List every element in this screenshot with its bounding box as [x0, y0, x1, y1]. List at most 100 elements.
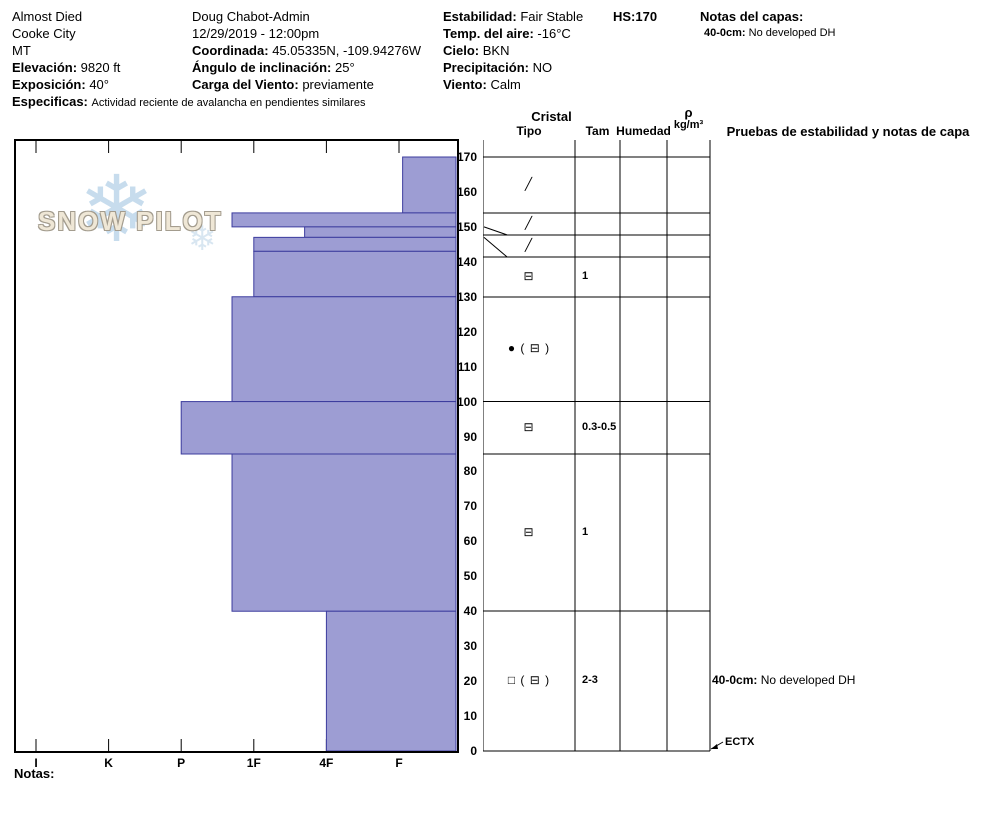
- precip-label: Precipitación:: [443, 60, 529, 75]
- header-conditions-column: Estabilidad: Fair Stable Temp. del aire:…: [443, 8, 583, 93]
- hardness-tick-label: 4F: [319, 756, 334, 770]
- snow-layer-bar: [231, 212, 457, 228]
- observer-name: Doug Chabot-Admin: [192, 9, 310, 24]
- crystal-type-symbol: ● ( ⊟ ): [507, 341, 551, 356]
- crystal-type-symbol: ╱: [524, 215, 534, 230]
- depth-tick-label: 170: [456, 150, 477, 164]
- table-header-rho: ρ: [684, 105, 693, 120]
- air-temp-value: -16°C: [537, 26, 571, 41]
- depth-tick-label: 30: [463, 639, 477, 654]
- sky-label: Cielo:: [443, 43, 480, 58]
- depth-tick-label: 140: [456, 254, 477, 269]
- layer-note-line: 40-0cm: No developed DH: [700, 25, 835, 42]
- depth-tick-label: 130: [456, 289, 477, 304]
- depth-tick-label: 80: [463, 464, 477, 479]
- precip-value: NO: [532, 60, 553, 75]
- aspect-line: Exposición: 40°: [12, 76, 365, 93]
- snow-layer-bar: [180, 401, 457, 455]
- hs-line: HS:170: [613, 8, 657, 25]
- observation-datetime: 12/29/2019 - 12:00pm: [192, 26, 320, 41]
- depth-tick-label: 20: [463, 674, 477, 689]
- layer-connector-line: [483, 226, 508, 236]
- crystal-type-symbol: ⊟: [523, 524, 535, 539]
- stability-label: Estabilidad:: [443, 9, 517, 24]
- crystal-type-symbol: ⊟: [523, 419, 535, 434]
- sky-value: BKN: [482, 43, 510, 58]
- depth-tick-label: 50: [463, 569, 477, 584]
- hardness-tick-label: P: [177, 756, 186, 770]
- wind-line: Viento: Calm: [443, 76, 583, 93]
- crystal-type-symbol: □ ( ⊟ ): [507, 673, 551, 688]
- slope-angle-value: 25°: [335, 60, 355, 75]
- header-observer-column: Doug Chabot-Admin 12/29/2019 - 12:00pm C…: [192, 8, 421, 93]
- layer-connector-line: [483, 236, 508, 258]
- pit-location: Cooke City: [12, 26, 76, 41]
- hs-label: HS:: [613, 9, 636, 24]
- wind-loading-label: Carga del Viento:: [192, 77, 299, 92]
- elevation-label: Elevación:: [12, 60, 78, 75]
- specifics-value: Actividad reciente de avalancha en pendi…: [91, 97, 366, 109]
- pit-name: Almost Died: [12, 9, 83, 24]
- depth-tick-label: 70: [463, 499, 477, 514]
- header-site-column: Almost Died Cooke City MT Elevación: 982…: [12, 8, 365, 112]
- crystal-type-symbol: ╱: [524, 237, 534, 252]
- depth-tick-label: 40: [463, 604, 477, 619]
- hardness-profile-chart: [14, 139, 459, 753]
- wind-loading-value: previamente: [302, 77, 374, 92]
- coordinates-label: Coordinada:: [192, 43, 269, 58]
- sky-line: Cielo: BKN: [443, 42, 583, 59]
- footer-notes-label: Notas:: [14, 766, 55, 781]
- coordinates-value: 45.05335N, -109.94276W: [272, 43, 422, 58]
- layer-note-depth: 40-0cm:: [704, 27, 746, 39]
- depth-tick-label: 160: [456, 184, 477, 199]
- stability-value: Fair Stable: [520, 9, 584, 24]
- grain-table-grid-svg: [483, 140, 724, 752]
- depth-tick-label: 10: [463, 709, 477, 724]
- air-temp-line: Temp. del aire: -16°C: [443, 25, 583, 42]
- crystal-size-value: 2-3: [582, 674, 598, 687]
- snow-layer-bar: [304, 226, 457, 238]
- grain-table-body: ╱ ╱ ╱ ⊟ 1 ● ( ⊟ ) ⊟ 0.3-0.5 ⊟ 1 □ ( ⊟ ) 2-3 40-0cm: …: [483, 140, 988, 752]
- slope-angle-line: Ángulo de inclinación: 25°: [192, 59, 421, 76]
- slope-angle-label: Ángulo de inclinación:: [192, 60, 332, 75]
- table-header-rho-unit: kg/m³: [673, 119, 704, 131]
- snow-layer-bar: [253, 250, 457, 298]
- snow-layer-bar: [231, 296, 457, 403]
- wind-label: Viento:: [443, 77, 487, 92]
- header-hs-column: HS:170: [613, 8, 657, 25]
- hardness-tick-label: F: [395, 756, 403, 770]
- wind-value: Calm: [490, 77, 521, 92]
- ectx-pointer-arrowhead: [711, 744, 718, 749]
- table-header-tipo: Tipo: [516, 124, 542, 138]
- table-header-tam: Tam: [585, 124, 610, 138]
- layer-note-depth-label: 40-0cm:: [712, 673, 758, 688]
- hardness-tick-label: K: [104, 756, 113, 770]
- elevation-line: Elevación: 9820 ft: [12, 59, 365, 76]
- precip-line: Precipitación: NO: [443, 59, 583, 76]
- wind-loading-line: Carga del Viento: previamente: [192, 76, 421, 93]
- hardness-tick-label: I: [34, 756, 38, 770]
- crystal-size-value: 0.3-0.5: [582, 420, 617, 433]
- stability-test-result: ECTX: [725, 736, 755, 748]
- depth-tick-label: 120: [456, 324, 477, 339]
- elevation-value: 9820 ft: [80, 60, 121, 75]
- layer-notes-title: Notas del capas:: [700, 8, 835, 25]
- hs-value: 170: [635, 9, 658, 24]
- pit-state: MT: [12, 43, 31, 58]
- depth-tick-label: 60: [463, 534, 477, 549]
- table-header-humedad: Humedad: [616, 124, 671, 138]
- air-temp-label: Temp. del aire:: [443, 26, 534, 41]
- grain-table-content: ╱ ╱ ╱ ⊟ 1 ● ( ⊟ ) ⊟ 0.3-0.5 ⊟ 1 □ ( ⊟ ) 2-3 40-0cm: …: [483, 140, 988, 752]
- layer-note: 40-0cm: No developed DH: [712, 673, 856, 688]
- snow-layer-bar: [253, 236, 457, 252]
- depth-tick-label: 100: [456, 394, 477, 409]
- crystal-type-symbol: ╱: [524, 176, 534, 191]
- aspect-label: Exposición:: [12, 77, 86, 92]
- depth-tick-label: 150: [456, 219, 477, 234]
- table-header-pruebas: Pruebas de estabilidad y notas de capa: [726, 124, 970, 139]
- specifics-line: Especificas: Actividad reciente de avala…: [12, 93, 365, 112]
- crystal-type-symbol: ⊟: [523, 268, 535, 283]
- depth-tick-label: 0: [470, 744, 477, 758]
- snow-layer-bar: [402, 156, 457, 214]
